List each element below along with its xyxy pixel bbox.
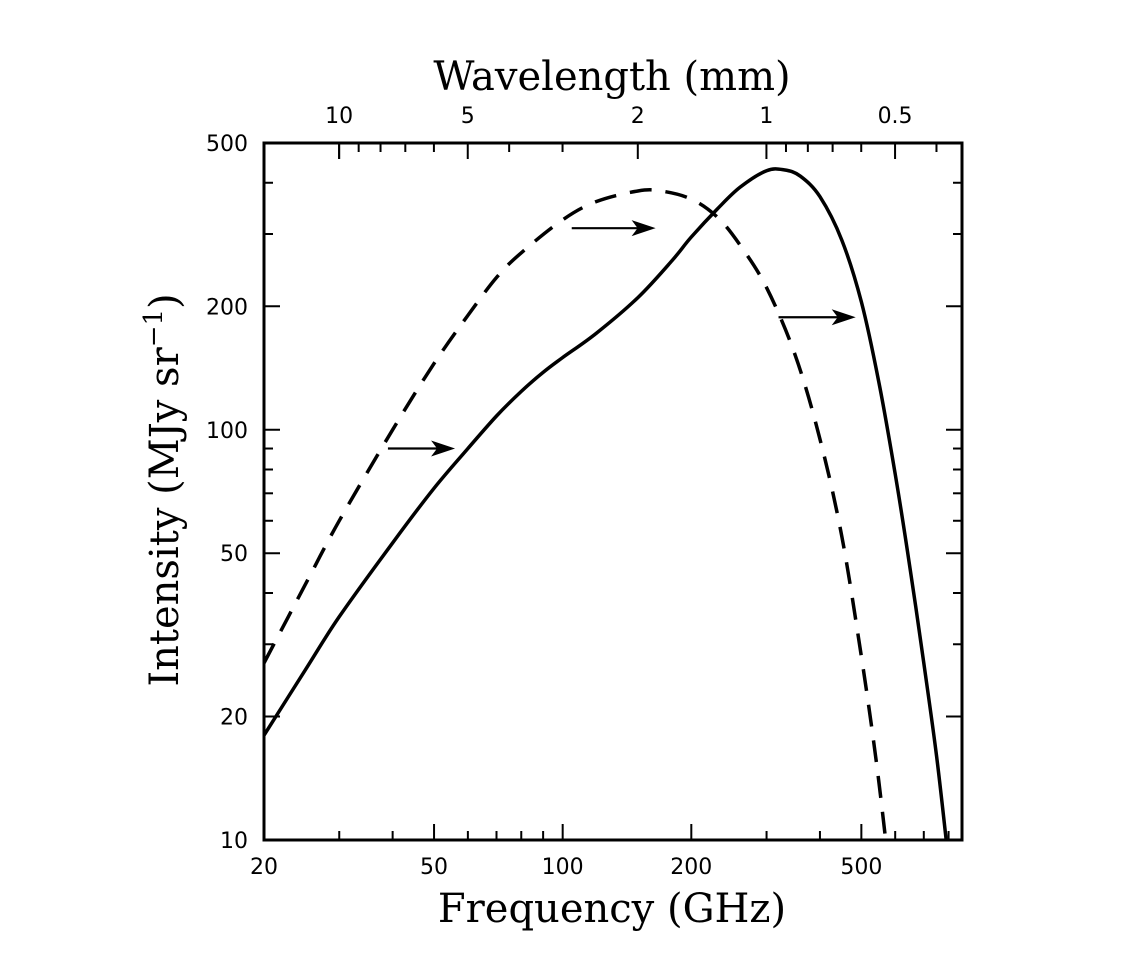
x-tick-label: 50 xyxy=(420,855,448,880)
x-axis-title: Frequency (GHz) xyxy=(438,886,786,932)
top-tick-label: 2 xyxy=(631,104,645,129)
top-tick-label: 5 xyxy=(461,104,475,129)
x-tick-label: 20 xyxy=(250,855,278,880)
arrow-head xyxy=(431,440,456,457)
top-axis-title: Wavelength (mm) xyxy=(433,54,790,100)
x-tick-label: 500 xyxy=(840,855,882,880)
y-tick-label: 20 xyxy=(220,706,248,731)
y-tick-label: 10 xyxy=(220,829,248,854)
arrow-head xyxy=(631,220,656,237)
top-tick-label: 1 xyxy=(759,104,773,129)
x-tick-label: 100 xyxy=(542,855,584,880)
y-axis-title-close: ) xyxy=(142,293,188,309)
plot-frame xyxy=(262,141,964,842)
top-tick-label: 0.5 xyxy=(878,104,913,129)
y-axis-title-main: Intensity (MJy sr xyxy=(142,346,188,686)
y-tick-label: 200 xyxy=(206,295,248,320)
top-tick-label: 10 xyxy=(325,104,353,129)
arrow-head xyxy=(831,309,856,326)
y-tick-label: 500 xyxy=(206,132,248,157)
arrows-layer xyxy=(387,220,856,457)
solid-curve xyxy=(262,167,948,841)
curves-layer xyxy=(262,167,948,841)
y-tick-label: 50 xyxy=(220,542,248,567)
y-axis-title: Intensity (MJy sr−1) xyxy=(139,293,188,686)
y-tick-label: 100 xyxy=(206,419,248,444)
x-tick-label: 200 xyxy=(670,855,712,880)
dashed-curve xyxy=(262,188,888,841)
y-axis-title-exponent: −1 xyxy=(139,309,169,347)
